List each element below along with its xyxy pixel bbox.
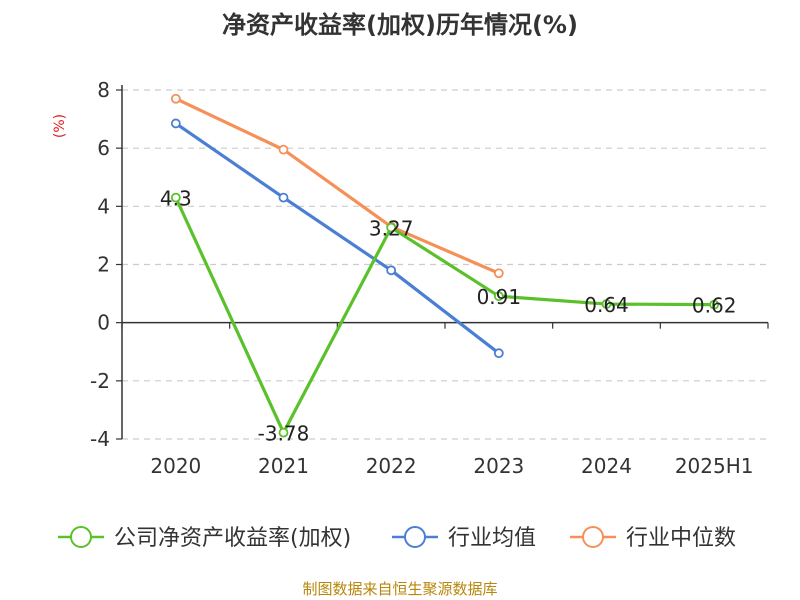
- x-tick-label: 2021: [258, 454, 309, 478]
- data-labels: 4.3 -3.78 3.27 0.91 0.64 0.62: [160, 187, 737, 446]
- data-point: [493, 268, 504, 279]
- chart-title: 净资产收益率(加权)历年情况(%): [222, 11, 578, 39]
- x-tick-label: 2025H1: [675, 454, 754, 478]
- data-point: [278, 427, 289, 438]
- legend-label: 行业均值: [448, 526, 536, 551]
- data-point: [386, 222, 397, 233]
- y-tick-label: 4: [97, 194, 110, 218]
- legend: 公司净资产收益率(加权) 行业均值 行业中位数: [58, 526, 736, 551]
- legend-marker-icon: [70, 526, 92, 548]
- data-point: [386, 265, 397, 276]
- data-label: 4.3: [160, 187, 192, 211]
- legend-label: 公司净资产收益率(加权): [114, 526, 351, 551]
- data-label: 0.64: [584, 293, 629, 317]
- x-tick-label: 2022: [366, 454, 417, 478]
- legend-marker-icon: [404, 526, 426, 548]
- y-axis-label: (%): [52, 114, 68, 138]
- data-label: -3.78: [258, 422, 310, 446]
- x-tick-label: 2024: [581, 454, 632, 478]
- data-point: [493, 348, 504, 359]
- axes: 8 6 4 2 0 -2 -4 2020 2021 2022 2023 2024 2025H1: [90, 78, 769, 478]
- data-point: [709, 299, 720, 310]
- data-label: 3.27: [369, 217, 414, 241]
- grid-lines: [122, 89, 768, 440]
- y-tick-label: 6: [97, 136, 110, 160]
- y-tick-label: 8: [97, 78, 110, 102]
- data-point: [601, 299, 612, 309]
- y-tick-label: 2: [97, 253, 110, 277]
- series-lines: [170, 93, 720, 438]
- data-label: 0.62: [692, 294, 737, 318]
- series-line: [175, 97, 500, 275]
- data-source-note: 制图数据来自恒生聚源数据库: [302, 580, 497, 598]
- series-line: [174, 196, 715, 435]
- y-tick-label: -2: [90, 369, 110, 393]
- legend-marker-icon: [582, 526, 604, 548]
- data-point: [493, 291, 504, 302]
- x-tick-label: 2023: [473, 454, 524, 478]
- data-point: [278, 192, 289, 203]
- y-tick-label: -4: [90, 427, 110, 451]
- data-point: [170, 118, 181, 129]
- series-line: [174, 122, 500, 355]
- x-tick-label: 2020: [150, 454, 201, 478]
- y-tick-label: 0: [97, 311, 110, 335]
- data-point: [170, 93, 181, 104]
- legend-label: 行业中位数: [626, 526, 736, 551]
- data-label: 0.91: [477, 285, 522, 309]
- data-point: [278, 144, 289, 155]
- data-point: [170, 192, 181, 203]
